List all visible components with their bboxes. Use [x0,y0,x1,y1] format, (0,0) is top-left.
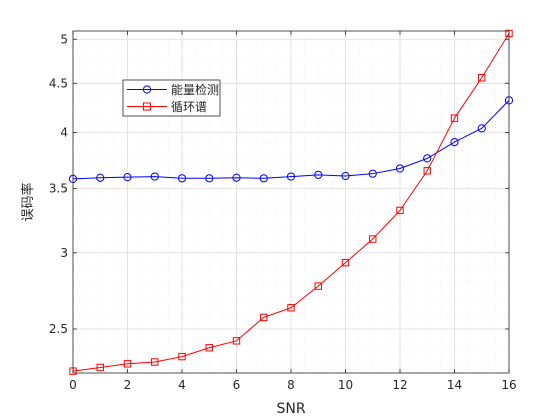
ticks: 0 2 4 6 8 10 12 14 16 2.5 3 3.5 4 4.5 5 [49,31,517,392]
x-tick-label: 6 [233,378,241,392]
data-point-energy-detection [341,171,350,181]
data-point-energy-detection [232,173,241,182]
legend-box [122,79,221,117]
legend-marker-cyclic [143,102,151,111]
data-point-cyclic-spectrum [151,358,159,366]
data-point-energy-detection [314,170,323,179]
data-point-cyclic-spectrum [232,337,241,345]
data-point-cyclic-spectrum [260,313,268,322]
x-tick-label: 10 [338,378,353,392]
y-tick-label: 4.5 [49,76,68,90]
data-point-cyclic-spectrum [478,74,486,82]
data-point-cyclic-spectrum [123,360,132,368]
legend-marker-energy [142,85,152,94]
y-tick-label: 4 [60,126,68,140]
data-point-cyclic-spectrum [369,235,377,243]
y-tick-label: 5 [60,32,68,46]
legend-label-energy: 能量检测 [171,82,219,97]
data-point-cyclic-spectrum [96,363,104,372]
x-tick-label: 12 [392,378,407,392]
data-point-energy-detection [177,174,187,183]
data-point-energy-detection [150,172,159,181]
x-tick-label: 4 [178,378,186,392]
data-point-energy-detection [477,124,486,133]
y-tick-label: 3 [60,246,68,260]
legend: 能量检测 循环谱 [122,79,221,117]
data-point-cyclic-spectrum [178,352,186,361]
x-tick-label: 2 [124,378,132,392]
data-point-energy-detection [450,137,459,147]
data-point-cyclic-spectrum [450,114,459,122]
data-point-energy-detection [123,173,132,182]
x-tick-label: 16 [501,378,516,392]
y-tick-label: 3.5 [49,181,68,195]
data-point-cyclic-spectrum [396,206,404,215]
data-point-energy-detection [423,154,432,163]
data-point-cyclic-spectrum [341,258,350,267]
series-line-cyclic-spectrum [72,33,510,372]
legend-label-cyclic: 循环谱 [171,100,207,114]
data-point-cyclic-spectrum [314,282,322,290]
y-axis-label: 误码率 [20,182,36,221]
data-point-energy-detection [368,169,377,178]
data-point-cyclic-spectrum [287,304,295,312]
data-point-cyclic-spectrum [423,167,431,175]
data-point-cyclic-spectrum [205,344,213,352]
data-point-energy-detection [96,173,105,182]
x-axis-label: SNR [276,401,305,417]
data-point-energy-detection [259,174,268,183]
data-point-energy-detection [286,172,296,181]
x-tick-label: 8 [287,378,295,392]
x-tick-label: 14 [447,378,462,392]
data-point-energy-detection [205,174,214,183]
data-point-energy-detection [395,164,405,173]
y-tick-label: 2.5 [49,322,68,336]
x-tick-label: 0 [69,378,77,392]
